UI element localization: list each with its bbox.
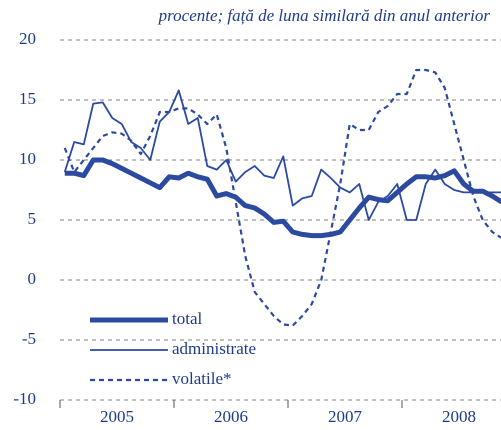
y-tick-label: -10 bbox=[13, 389, 36, 408]
x-year-label: 2005 bbox=[100, 407, 134, 426]
x-year-label: 2008 bbox=[442, 407, 476, 426]
y-tick-label: 15 bbox=[19, 89, 36, 108]
legend-label: volatile* bbox=[172, 369, 231, 388]
legend-label: total bbox=[172, 309, 202, 328]
x-year-label: 2006 bbox=[214, 407, 248, 426]
legend-label: administrate bbox=[172, 339, 256, 358]
series-line bbox=[63, 89, 501, 221]
y-tick-label: 10 bbox=[19, 149, 36, 168]
x-year-label: 2007 bbox=[328, 407, 363, 426]
y-tick-label: 0 bbox=[28, 269, 37, 288]
chart-title: procente; față de luna similară din anul… bbox=[158, 6, 491, 25]
y-tick-label: -5 bbox=[22, 329, 36, 348]
y-tick-label: 20 bbox=[19, 29, 36, 48]
series-line bbox=[64, 157, 501, 239]
series-line bbox=[63, 68, 501, 327]
y-tick-label: 5 bbox=[28, 209, 37, 228]
